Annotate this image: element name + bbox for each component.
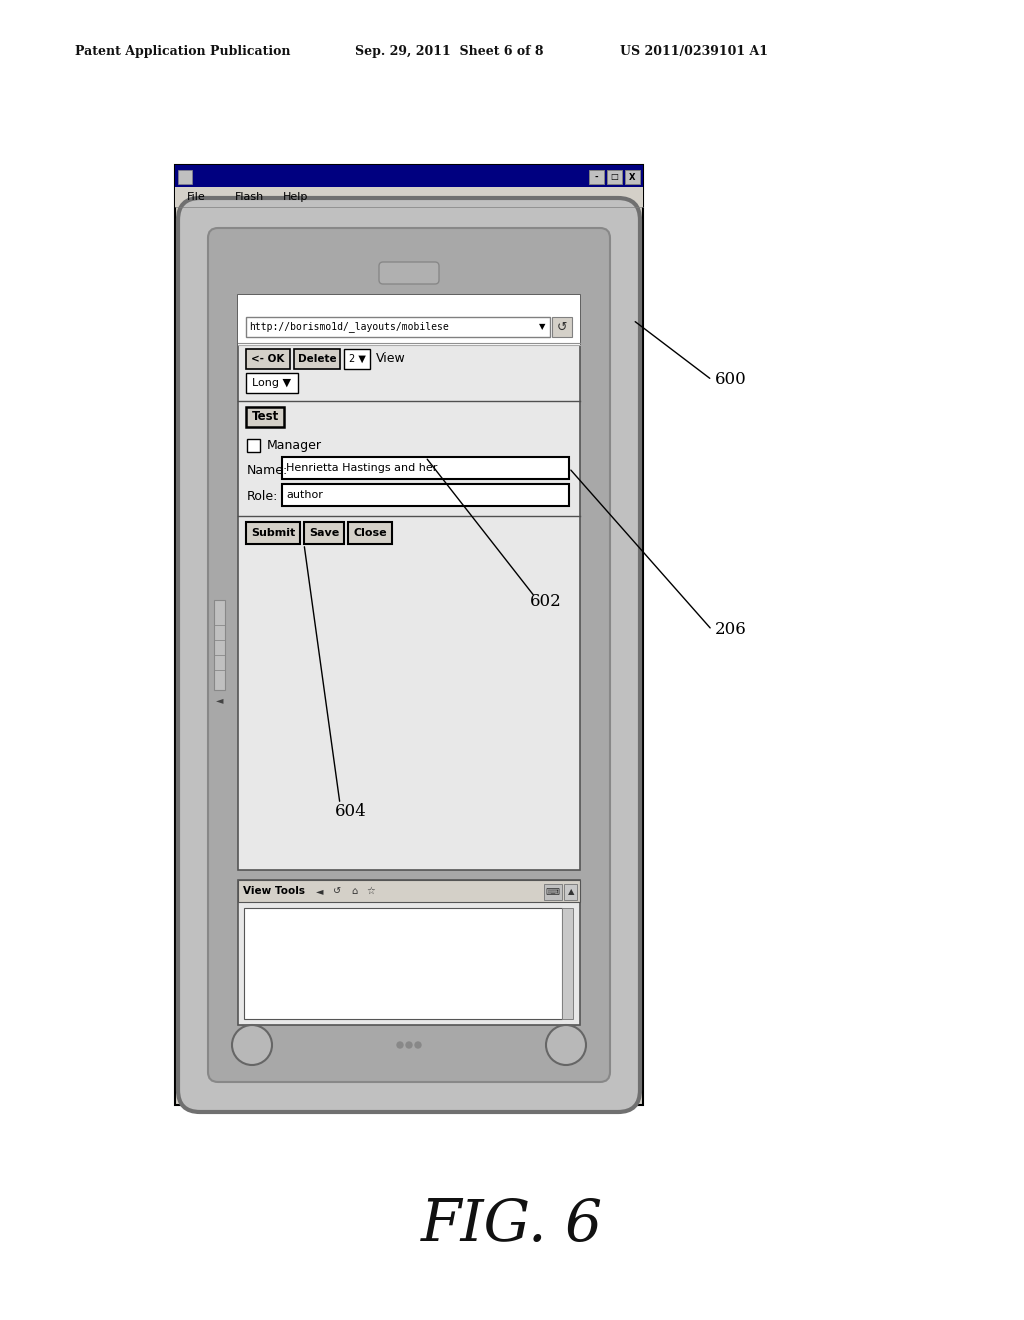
Text: ☆: ☆ [367, 886, 376, 896]
FancyBboxPatch shape [175, 187, 643, 207]
Circle shape [397, 1041, 403, 1048]
Text: ▲: ▲ [567, 887, 574, 896]
Text: 2 ▼: 2 ▼ [348, 354, 366, 364]
Text: Role:: Role: [247, 491, 279, 503]
Text: 600: 600 [715, 371, 746, 388]
FancyBboxPatch shape [238, 294, 580, 870]
FancyBboxPatch shape [246, 521, 300, 544]
FancyBboxPatch shape [589, 170, 604, 183]
FancyBboxPatch shape [246, 374, 298, 393]
FancyBboxPatch shape [344, 348, 370, 370]
Circle shape [415, 1041, 421, 1048]
Text: Help: Help [283, 191, 308, 202]
FancyBboxPatch shape [246, 317, 550, 337]
Text: Long ▼: Long ▼ [252, 378, 291, 388]
Text: Name:: Name: [247, 463, 288, 477]
FancyBboxPatch shape [564, 884, 577, 900]
FancyBboxPatch shape [208, 228, 610, 1082]
Text: Test: Test [251, 411, 279, 424]
FancyBboxPatch shape [175, 165, 643, 187]
FancyBboxPatch shape [247, 440, 260, 451]
Text: Manager: Manager [267, 440, 322, 453]
FancyBboxPatch shape [238, 880, 580, 902]
Text: ◄: ◄ [316, 886, 324, 896]
Text: View Tools: View Tools [243, 886, 305, 896]
Text: Patent Application Publication: Patent Application Publication [75, 45, 291, 58]
Text: Henrietta Hastings and her: Henrietta Hastings and her [286, 463, 437, 473]
Text: Delete: Delete [298, 354, 336, 364]
FancyBboxPatch shape [246, 348, 290, 370]
Text: Submit: Submit [251, 528, 295, 539]
Text: -: - [595, 173, 598, 181]
Text: Flash: Flash [234, 191, 264, 202]
Text: <- OK: <- OK [251, 354, 285, 364]
FancyBboxPatch shape [214, 601, 225, 690]
FancyBboxPatch shape [348, 521, 392, 544]
FancyBboxPatch shape [294, 348, 340, 370]
FancyBboxPatch shape [178, 198, 640, 1111]
Text: 604: 604 [335, 804, 367, 821]
FancyBboxPatch shape [246, 407, 284, 426]
FancyBboxPatch shape [379, 261, 439, 284]
Text: http://borismo1d/_layouts/mobilese: http://borismo1d/_layouts/mobilese [249, 322, 449, 333]
Text: ▼: ▼ [539, 322, 545, 331]
FancyBboxPatch shape [175, 165, 643, 1105]
FancyBboxPatch shape [552, 317, 572, 337]
FancyBboxPatch shape [607, 170, 622, 183]
Circle shape [546, 1026, 586, 1065]
Text: ↺: ↺ [557, 321, 567, 334]
Text: author: author [286, 490, 323, 500]
Text: X: X [630, 173, 636, 181]
FancyBboxPatch shape [304, 521, 344, 544]
Text: 206: 206 [715, 622, 746, 639]
Circle shape [406, 1041, 412, 1048]
Text: ◄: ◄ [216, 696, 223, 705]
FancyBboxPatch shape [244, 908, 562, 1019]
Text: ↺: ↺ [333, 886, 341, 896]
Text: File: File [187, 191, 206, 202]
FancyBboxPatch shape [238, 880, 580, 1026]
Text: Close: Close [353, 528, 387, 539]
Text: Save: Save [309, 528, 339, 539]
Text: Sep. 29, 2011  Sheet 6 of 8: Sep. 29, 2011 Sheet 6 of 8 [355, 45, 544, 58]
Text: View: View [376, 352, 406, 366]
Text: ⌂: ⌂ [351, 886, 357, 896]
Text: 602: 602 [530, 594, 562, 610]
FancyBboxPatch shape [562, 908, 573, 1019]
FancyBboxPatch shape [238, 294, 580, 345]
FancyBboxPatch shape [625, 170, 640, 183]
Circle shape [232, 1026, 272, 1065]
Text: □: □ [610, 173, 618, 181]
FancyBboxPatch shape [544, 884, 562, 900]
FancyBboxPatch shape [282, 484, 569, 506]
FancyBboxPatch shape [178, 170, 193, 183]
Text: FIG. 6: FIG. 6 [421, 1197, 603, 1253]
Text: US 2011/0239101 A1: US 2011/0239101 A1 [620, 45, 768, 58]
Text: ⌨: ⌨ [546, 887, 560, 898]
FancyBboxPatch shape [282, 457, 569, 479]
